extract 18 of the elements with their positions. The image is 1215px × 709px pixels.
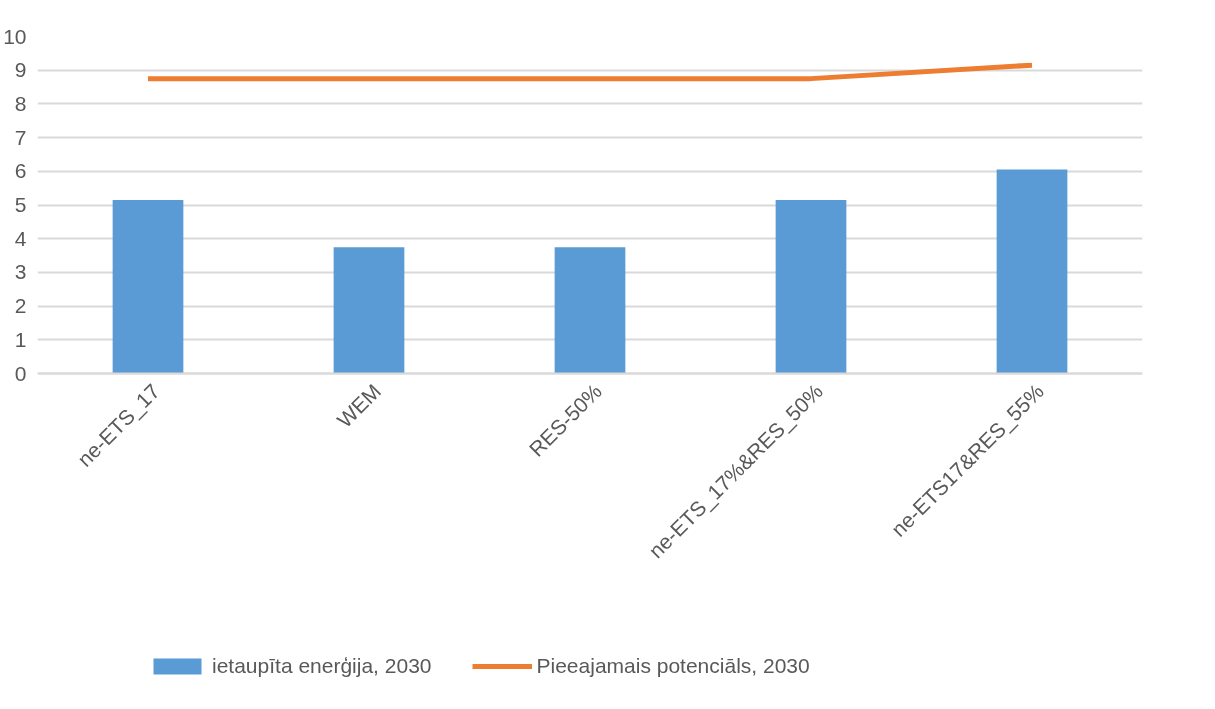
legend-label: Pieeajamais potenciāls, 2030 xyxy=(536,654,810,678)
y-tick-label: 7 xyxy=(14,125,27,149)
bar xyxy=(554,247,626,374)
y-tick-label: 10 xyxy=(3,24,27,48)
y-tick-label: 3 xyxy=(14,260,27,284)
bar xyxy=(112,199,184,374)
bar xyxy=(996,169,1068,374)
y-tick-label: 2 xyxy=(14,294,27,318)
y-tick-label: 6 xyxy=(14,159,27,183)
y-tick-label: 4 xyxy=(14,226,27,250)
y-tick-label: 0 xyxy=(14,361,27,385)
bar xyxy=(333,247,405,374)
y-tick-label: 1 xyxy=(14,327,27,351)
bar xyxy=(775,199,847,374)
legend-label: ietaupīta enerģija, 2030 xyxy=(212,654,432,678)
y-tick-label: 8 xyxy=(14,91,27,115)
y-tick-label: 9 xyxy=(14,58,27,82)
y-tick-label: 5 xyxy=(14,193,27,216)
